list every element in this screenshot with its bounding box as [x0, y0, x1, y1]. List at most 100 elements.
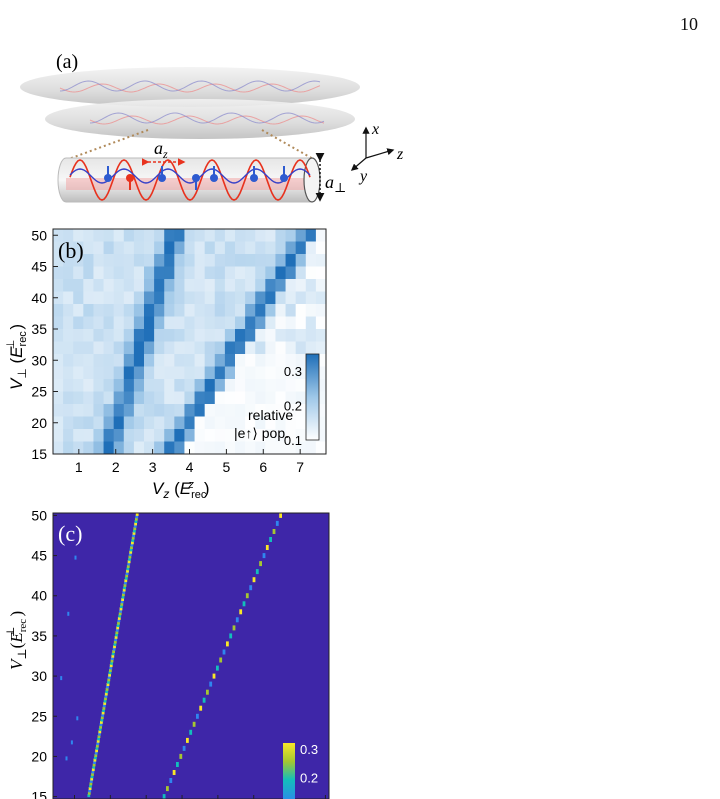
heatmap-cell	[133, 416, 145, 430]
resonance-pixel	[116, 624, 120, 627]
heatmap-cell	[73, 366, 84, 380]
heatmap-cell	[154, 379, 165, 392]
heatmap-cell	[245, 241, 256, 255]
heatmap-cell	[235, 279, 246, 292]
resonance-pixel	[131, 536, 135, 540]
resonance-pixel	[128, 553, 132, 557]
heatmap-cell	[93, 366, 105, 380]
resonance-pixel	[98, 730, 102, 734]
resonance-pixel	[90, 777, 94, 781]
tube-waves	[69, 159, 311, 201]
heatmap-cell	[93, 229, 105, 242]
heatmap-cell	[133, 304, 145, 317]
resonance-pixel	[88, 789, 92, 793]
heatmap-cell	[295, 241, 307, 255]
heatmap-cell	[93, 404, 105, 417]
heatmap-cell	[255, 329, 266, 342]
heatmap-cell	[53, 329, 64, 342]
heatmap-cell	[214, 416, 226, 430]
heatmap-cell	[73, 241, 84, 255]
heatmap-cell	[123, 404, 135, 417]
heatmap-cell	[144, 316, 155, 330]
heatmap-cell	[214, 229, 226, 242]
heatmap-cell	[285, 304, 297, 317]
heatmap-cell	[53, 266, 64, 280]
panel-a-label: (a)	[56, 51, 78, 73]
heatmap-cell	[224, 379, 236, 392]
heatmap-cell	[93, 341, 105, 355]
heatmap-cell	[123, 291, 135, 305]
resonance-pixel	[118, 612, 122, 616]
heatmap-cell	[285, 354, 297, 367]
heatmap-cell	[133, 279, 145, 292]
spacing-label: az	[154, 138, 168, 161]
heatmap-cell	[83, 429, 94, 442]
resonance-pixel	[92, 765, 96, 769]
heatmap-cell	[194, 291, 206, 305]
heatmap-cell	[315, 329, 327, 342]
heatmap-cell	[235, 366, 246, 380]
heatmap-cell	[245, 266, 256, 280]
resonance-pixel	[113, 640, 117, 644]
heatmap-cell	[285, 441, 297, 455]
heatmap-cell	[235, 291, 246, 305]
heatmap-cell	[275, 316, 287, 330]
heatmap-cell	[123, 416, 135, 430]
heatmap-cell	[255, 316, 266, 330]
resonance-pixel	[124, 581, 127, 585]
heatmap-cell	[83, 291, 94, 305]
heatmap-cell	[194, 254, 206, 267]
resonance-pixel	[117, 616, 121, 620]
heatmap-cell	[53, 304, 64, 317]
heatmap-cell	[93, 379, 105, 392]
heatmap-cell	[224, 441, 236, 455]
resonance-pixel	[103, 699, 107, 703]
resonance-pixel	[212, 673, 216, 679]
y-tick-label: 15	[31, 446, 47, 462]
heatmap-cell	[194, 329, 206, 342]
heatmap-cell	[164, 441, 175, 455]
heatmap-cell	[224, 316, 236, 330]
heatmap-cell	[174, 316, 185, 330]
heatmap-cell	[204, 279, 216, 292]
heatmap-cell	[63, 266, 74, 280]
resonance-pixel	[133, 524, 137, 528]
heatmap-cell	[184, 229, 196, 242]
heatmap-cell	[154, 341, 165, 355]
heatmap-cell	[255, 366, 266, 380]
panel-b-colorbar-ticks: 0.1 0.2 0.3	[284, 364, 302, 448]
heatmap-cell	[133, 441, 145, 455]
heatmap-cell	[265, 416, 276, 430]
heatmap-cell	[123, 229, 135, 242]
heatmap-cell	[113, 316, 125, 330]
resonance-pixel	[107, 675, 111, 679]
disc-wave-red-0	[59, 83, 321, 93]
heatmap-cell	[144, 341, 155, 355]
y-tick-label: 25	[31, 384, 47, 400]
heatmap-cell	[103, 329, 115, 342]
heatmap-cell	[154, 266, 165, 280]
heatmap-cell	[63, 341, 74, 355]
panel-c-label: (c)	[58, 521, 82, 546]
panel-b-label: (b)	[58, 238, 84, 263]
resonance-pixel	[101, 713, 105, 717]
heatmap-cell	[154, 229, 165, 242]
x-tick-label: 1	[75, 459, 83, 475]
heatmap-cell	[103, 254, 115, 267]
heatmap-cell	[315, 441, 327, 455]
resonance-pixel	[245, 593, 249, 599]
heatmap-cell	[255, 354, 266, 367]
heatmap-cell	[83, 279, 94, 292]
heatmap-cell	[305, 241, 317, 255]
heatmap-cell	[265, 354, 276, 367]
resonance-pixel	[115, 628, 119, 632]
heatmap-cell	[53, 379, 64, 392]
heatmap-cell	[113, 379, 125, 392]
resonance-pixel	[123, 583, 127, 587]
resonance-pixel	[89, 779, 93, 783]
resonance-pixel	[110, 659, 114, 663]
resonance-pixel	[209, 681, 213, 687]
heatmap-cell	[275, 354, 287, 367]
heatmap-cell	[315, 279, 327, 292]
heatmap-cell	[224, 366, 236, 380]
